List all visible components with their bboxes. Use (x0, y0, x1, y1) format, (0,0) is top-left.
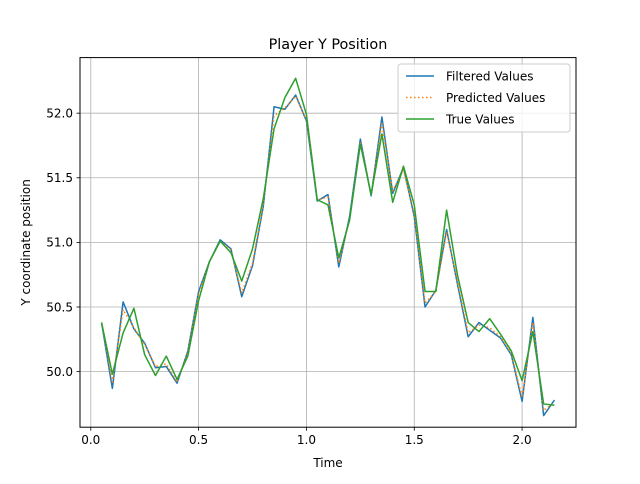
x-axis-ticks: 0.0 0.5 1.0 1.5 2.0 (81, 427, 532, 447)
x-tick-label: 2.0 (513, 433, 532, 447)
y-axis-ticks: 50.0 50.5 51.0 51.5 52.0 (46, 106, 80, 379)
legend: Filtered Values Predicted Values True Valu… (397, 63, 571, 133)
series-line-3 (100, 77, 555, 406)
legend-label: Predicted Values (446, 91, 545, 105)
y-tick-label: 50.5 (46, 300, 73, 314)
x-axis-label: Time (312, 456, 342, 470)
y-tick-label: 51.0 (46, 236, 73, 250)
legend-label: Filtered Values (446, 69, 533, 83)
y-tick-label: 50.0 (46, 365, 73, 379)
chart-title: Player Y Position (269, 37, 388, 53)
x-tick-label: 1.0 (297, 433, 316, 447)
legend-box (397, 63, 571, 133)
x-tick-label: 0.0 (81, 433, 100, 447)
plot-lines (100, 77, 556, 417)
legend-label: True Values (445, 112, 515, 126)
x-tick-label: 0.5 (189, 433, 208, 447)
series-line-1 (100, 94, 556, 417)
y-tick-label: 51.5 (46, 171, 73, 185)
x-tick-label: 1.5 (405, 433, 424, 447)
series-line-2 (100, 95, 555, 412)
y-axis-label: Y coordinate position (19, 179, 33, 307)
y-tick-label: 52.0 (46, 106, 73, 120)
